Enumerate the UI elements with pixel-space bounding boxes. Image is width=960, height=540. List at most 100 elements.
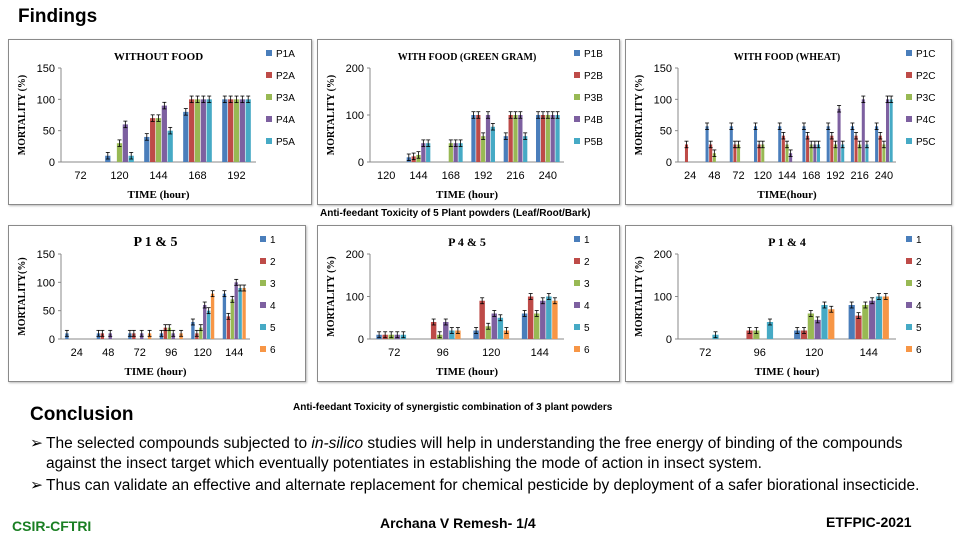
legend-swatch [260, 280, 266, 286]
y-axis-label: MORTALITY(%) [17, 257, 28, 335]
legend-label: 4 [270, 301, 276, 312]
bar [234, 282, 238, 339]
bar [550, 115, 555, 162]
y-tick-label: 0 [358, 157, 364, 169]
x-tick-label: 168 [802, 170, 820, 182]
bar [733, 144, 737, 162]
bar [781, 135, 785, 162]
y-axis-label: MORTALITY (%) [17, 75, 28, 155]
conference-name: ETFPIC-2021 [826, 514, 912, 530]
x-tick-label: 96 [165, 347, 177, 359]
legend-label: P3C [916, 93, 935, 104]
chart-green-gram: WITH FOOD (GREEN GRAM) MORTALITY (%) 0 100 2… [317, 39, 620, 205]
bar [458, 143, 463, 162]
conclusion-bullet: ➢ The selected compounds subjected to in… [30, 434, 945, 474]
bar [144, 136, 150, 162]
legend-label: P5A [276, 137, 295, 148]
bar [850, 126, 854, 162]
legend-swatch [574, 138, 580, 144]
legend-swatch [574, 94, 580, 100]
bar [552, 300, 558, 339]
bar [242, 288, 246, 339]
bar [167, 327, 171, 339]
conclusion-bullet: ➢ Thus can validate an effective and alt… [30, 476, 945, 496]
legend-label: P3A [276, 93, 295, 104]
bar [555, 115, 560, 162]
bar [800, 330, 808, 339]
y-axis-label: MORTALITY (%) [326, 256, 337, 336]
bar [443, 322, 449, 339]
x-axis-label: TIME (hour) [127, 189, 189, 201]
legend-label: P1A [276, 49, 295, 60]
bar [753, 330, 760, 339]
chart-without-food: WITHOUT FOOD MORTALITY (%) 0 50 100 150 72 120 1… [8, 39, 312, 205]
chart-svg: WITHOUT FOOD MORTALITY (%) 0 50 100 150 72 120 1… [17, 49, 295, 201]
bar [757, 144, 761, 162]
x-tick-label: 216 [850, 170, 868, 182]
bar [449, 330, 455, 339]
legend-label: P1B [584, 49, 603, 60]
bar [546, 296, 552, 339]
bar [545, 115, 550, 162]
chart-svg: WITH FOOD (GREEN GRAM) MORTALITY (%) 0 100 2… [326, 49, 603, 201]
x-tick-label: 120 [377, 170, 395, 182]
x-axis-label: TIME (hour) [436, 189, 498, 201]
legend-swatch [574, 236, 580, 242]
legend-label: 6 [270, 345, 276, 356]
legend-swatch [906, 280, 912, 286]
x-axis-label: TIME (hour) [124, 366, 186, 378]
legend-swatch [906, 94, 912, 100]
x-tick-label: 168 [442, 170, 460, 182]
legend-swatch [266, 72, 272, 78]
y-tick-label: 100 [654, 292, 672, 304]
bar [230, 299, 234, 339]
bullet-text: Thus can validate an effective and alter… [46, 477, 920, 494]
bar [785, 144, 789, 162]
bar [806, 135, 810, 162]
bar [862, 305, 869, 339]
bar [533, 313, 540, 339]
x-tick-label: 24 [71, 347, 83, 359]
x-tick-label: 144 [225, 347, 243, 359]
bar [116, 143, 123, 162]
legend-swatch [906, 138, 912, 144]
bar [245, 99, 251, 162]
legend-label: P4B [584, 115, 603, 126]
bar [503, 136, 508, 162]
legend-label: P5B [584, 137, 603, 148]
bar [761, 144, 765, 162]
y-tick-label: 100 [37, 94, 55, 106]
legend-label: 4 [916, 301, 922, 312]
bar [882, 144, 886, 162]
bar [802, 126, 806, 162]
bar [513, 115, 518, 162]
chart-svg: P 1 & 4 MORTALITY (%) 0 100 200 72 96 120 144 TIM… [634, 235, 922, 378]
bar [889, 99, 893, 162]
bar [540, 300, 546, 339]
legend-swatch [260, 258, 266, 264]
x-tick-label: 96 [754, 347, 766, 359]
x-tick-label: 240 [539, 170, 557, 182]
legend-label: 2 [916, 257, 922, 268]
x-tick-label: 144 [149, 170, 167, 182]
bar [523, 136, 528, 162]
legend-swatch [574, 280, 580, 286]
bar [183, 111, 189, 162]
caption-five-plant-powders: Anti-feedant Toxicity of 5 Plant powders… [320, 208, 591, 219]
bar [203, 305, 207, 339]
legend-label: 6 [916, 345, 922, 356]
x-tick-label: 72 [732, 170, 744, 182]
bar [854, 135, 858, 162]
arrow-bullet-icon: ➢ [30, 477, 43, 494]
y-axis-label: MORTALITY (%) [326, 75, 337, 155]
legend-label: 2 [270, 257, 276, 268]
bar [826, 126, 830, 162]
y-tick-label: 0 [49, 157, 55, 169]
chart-p1-p5: P 1 & 5 MORTALITY(%) 0 50 100 150 24 48 72 96 120 1… [8, 225, 306, 382]
bar [155, 118, 162, 162]
bar [886, 99, 890, 162]
x-tick-label: 48 [102, 347, 114, 359]
legend-label: 3 [270, 279, 276, 290]
x-tick-label: 96 [437, 347, 449, 359]
bar [875, 296, 883, 339]
